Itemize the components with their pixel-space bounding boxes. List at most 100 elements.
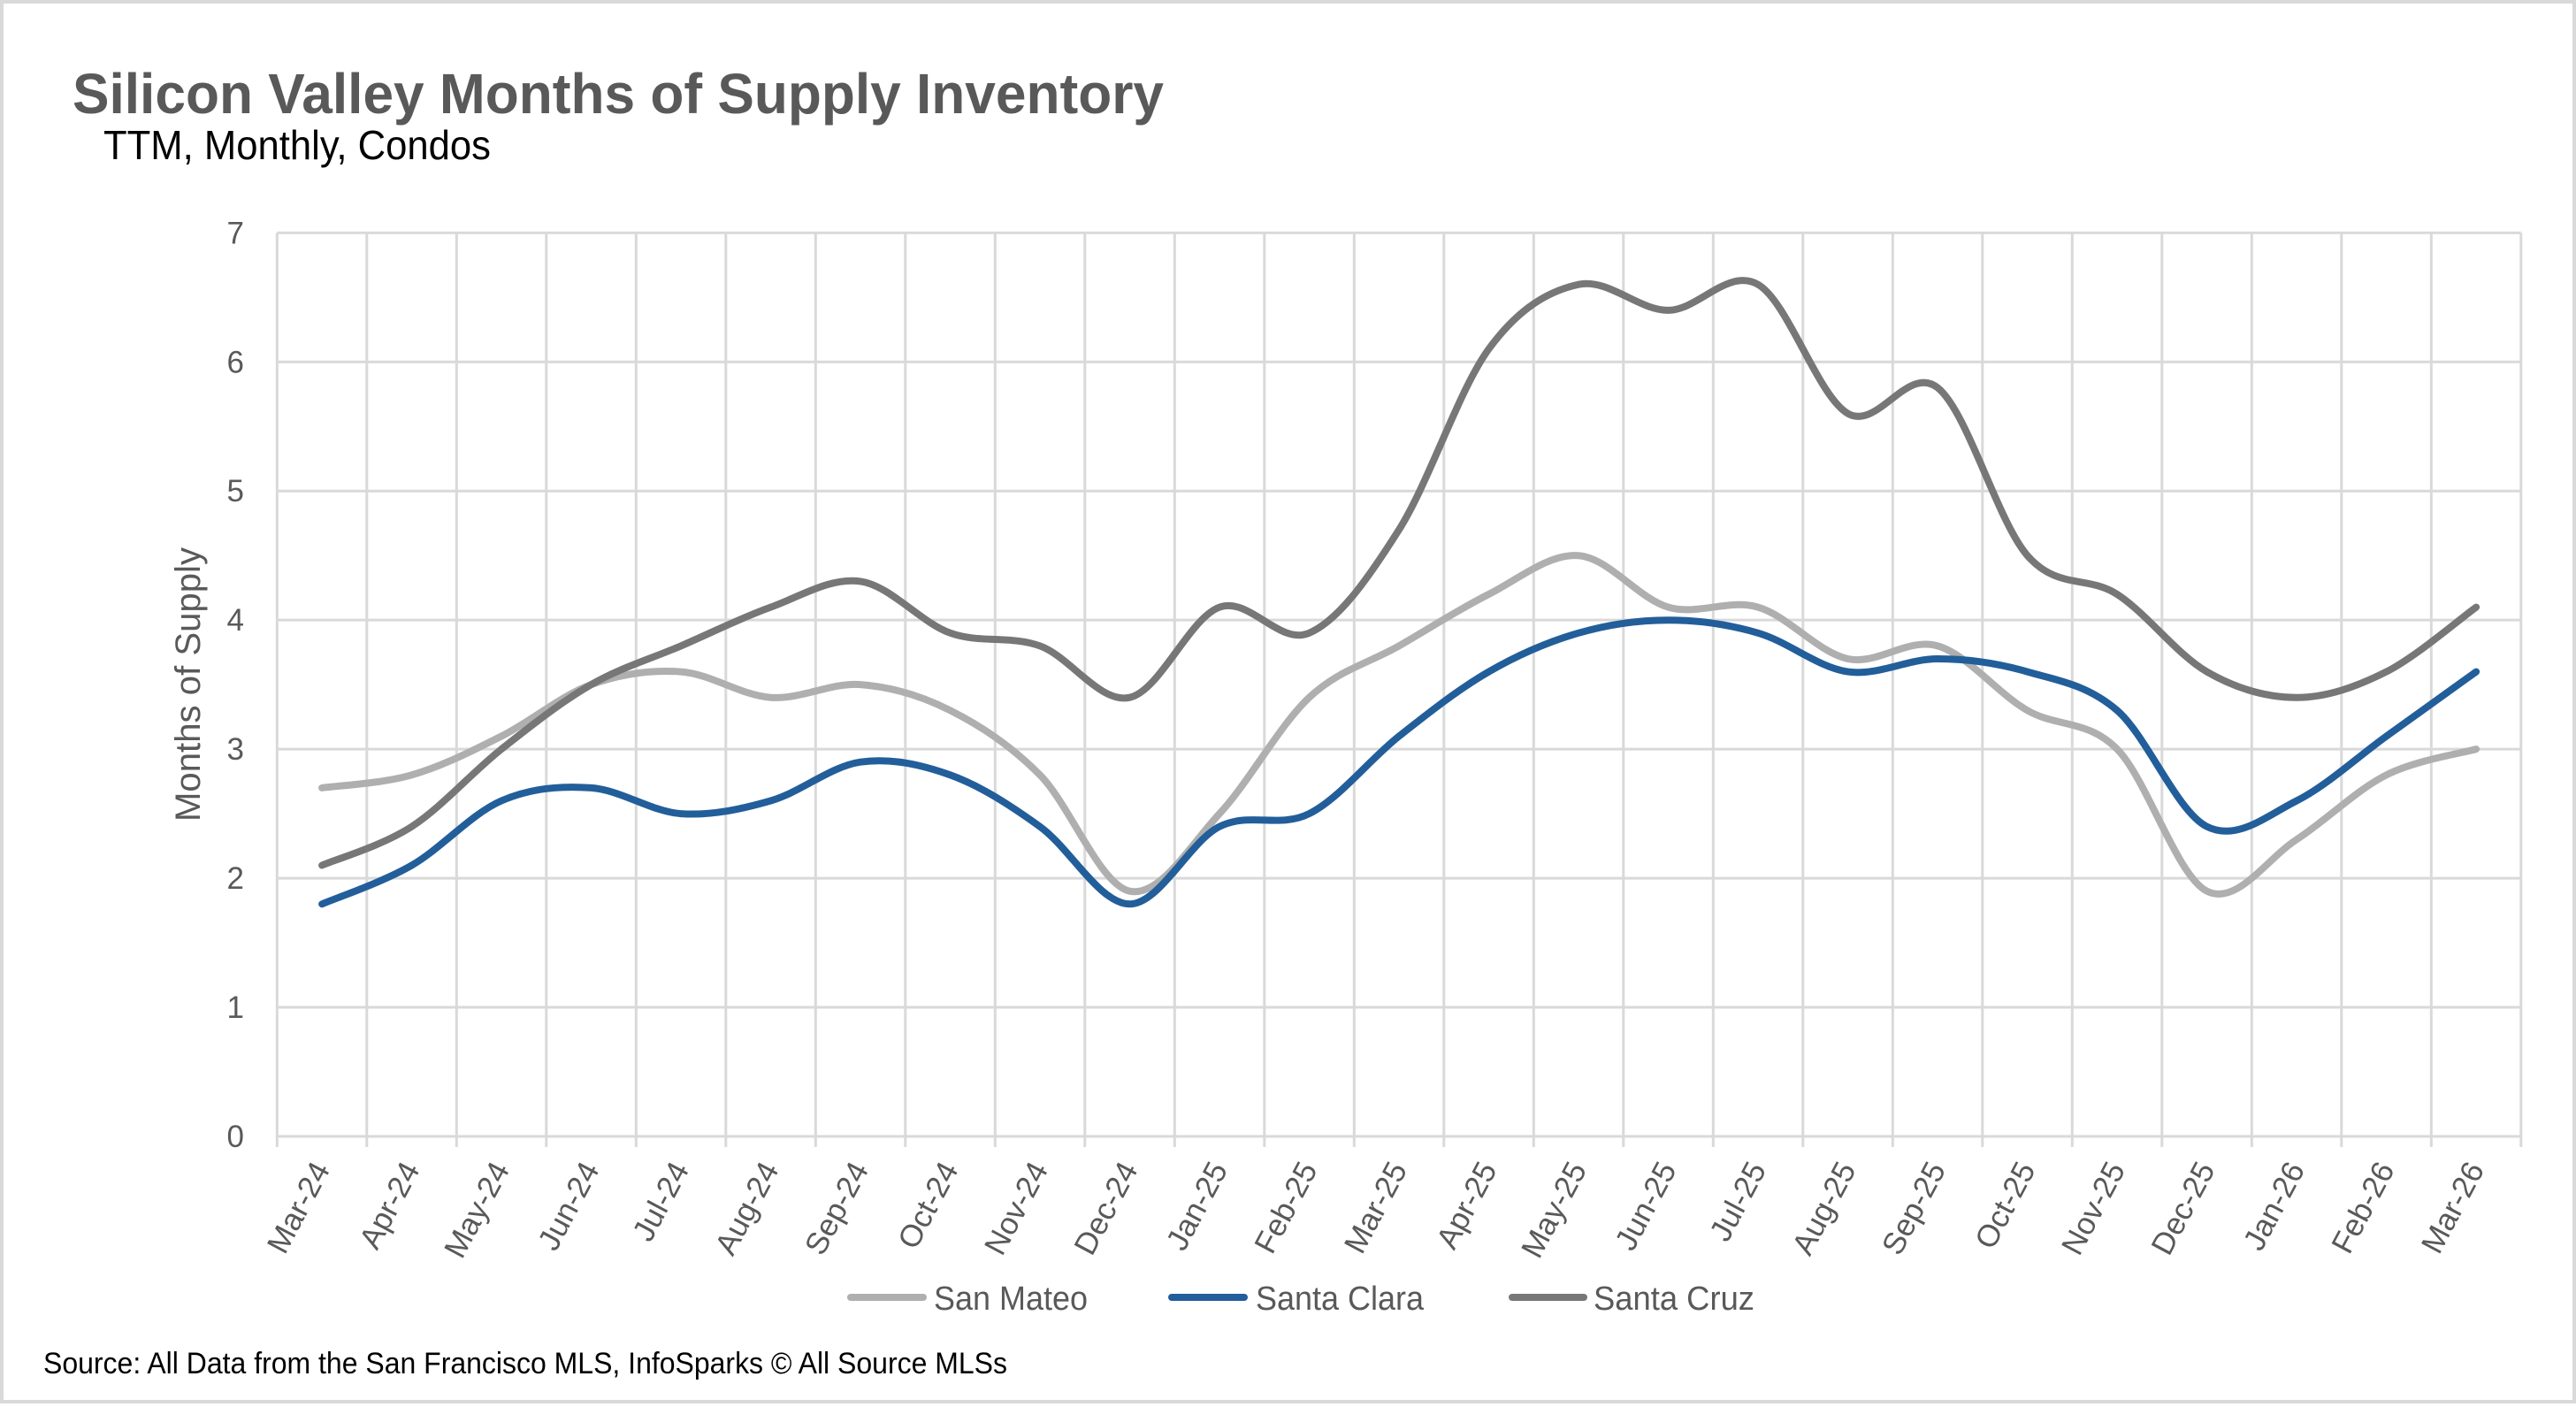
y-tick-label: 0 — [227, 1120, 244, 1154]
data-point-santa-cruz — [1575, 281, 1582, 288]
data-point-san-mateo — [1934, 642, 1941, 649]
data-point-santa-clara — [1127, 900, 1134, 907]
legend-item-santa-clara[interactable]: Santa Clara — [1168, 1281, 1425, 1318]
legend: San Mateo Santa Clara Santa Cruz — [847, 1281, 1754, 1318]
data-point-santa-clara — [498, 798, 505, 805]
data-point-santa-clara — [1845, 669, 1852, 676]
vertical-gridlines — [275, 233, 2523, 1147]
data-point-san-mateo — [947, 707, 954, 714]
data-point-santa-cruz — [1395, 526, 1403, 533]
y-tick-label: 1 — [227, 990, 244, 1025]
x-tick-label: Mar-26 — [2415, 1156, 2491, 1258]
x-tick-label: Dec-25 — [2144, 1156, 2221, 1260]
x-tick-label: Jan-26 — [2236, 1156, 2312, 1256]
data-point-santa-cruz — [947, 630, 954, 637]
data-point-santa-clara — [2114, 707, 2121, 714]
y-axis-title: Months of Supply — [169, 547, 208, 822]
data-point-santa-cruz — [2383, 669, 2390, 676]
chart-subtitle: TTM, Monthly, Condos — [103, 122, 491, 168]
data-point-santa-cruz — [1754, 281, 1762, 288]
source-note: Source: All Data from the San Francisco … — [43, 1347, 1007, 1380]
data-point-santa-clara — [2204, 823, 2211, 830]
x-tick-label: Jul-25 — [1703, 1156, 1773, 1246]
data-point-santa-clara — [2024, 669, 2031, 676]
data-point-san-mateo — [1395, 642, 1403, 649]
data-point-san-mateo — [677, 669, 684, 676]
legend-label: Santa Cruz — [1594, 1281, 1754, 1318]
series-line-san-mateo[interactable] — [318, 552, 2480, 898]
data-point-santa-clara — [318, 900, 325, 907]
x-tick-label: Jul-24 — [626, 1156, 696, 1246]
data-point-san-mateo — [2114, 746, 2121, 753]
data-point-santa-clara — [1665, 616, 1672, 623]
data-point-santa-clara — [1486, 669, 1493, 676]
data-point-san-mateo — [2204, 888, 2211, 895]
data-point-san-mateo — [498, 733, 505, 740]
data-point-santa-clara — [2473, 669, 2480, 676]
data-point-santa-cruz — [409, 823, 416, 830]
data-point-santa-cruz — [2114, 591, 2121, 598]
data-point-santa-cruz — [1306, 630, 1313, 637]
data-point-santa-cruz — [498, 746, 505, 753]
x-tick-label: Aug-24 — [708, 1156, 785, 1260]
data-point-santa-clara — [1575, 630, 1582, 637]
data-point-santa-clara — [1754, 630, 1762, 637]
series-line-santa-cruz[interactable] — [318, 277, 2480, 869]
x-tick-label: Dec-24 — [1067, 1156, 1144, 1260]
x-tick-label: Feb-25 — [1248, 1156, 1325, 1258]
data-point-san-mateo — [2473, 746, 2480, 753]
data-point-santa-clara — [1306, 810, 1313, 817]
data-point-san-mateo — [1127, 888, 1134, 895]
data-point-san-mateo — [1216, 810, 1223, 817]
data-point-san-mateo — [2383, 771, 2390, 778]
x-tick-label: Nov-24 — [978, 1156, 1055, 1260]
data-point-santa-cruz — [2473, 604, 2480, 611]
data-point-san-mateo — [2293, 836, 2300, 843]
chart-title: Silicon Valley Months of Supply Inventor… — [73, 62, 1164, 126]
x-tick-label: Apr-25 — [1430, 1156, 1504, 1254]
data-point-santa-cruz — [1036, 642, 1043, 649]
y-tick-label: 7 — [227, 216, 244, 250]
y-tick-label: 5 — [227, 474, 244, 509]
x-tick-label: Aug-25 — [1785, 1156, 1862, 1260]
x-tick-label: Oct-25 — [1968, 1156, 2043, 1254]
x-axis-tick-labels: Mar-24 Apr-24 May-24 Jun-24 Jul-24 Aug-24 Sep-… — [261, 1156, 2491, 1263]
data-point-santa-clara — [409, 861, 416, 868]
data-point-santa-cruz — [588, 681, 595, 688]
x-tick-label: Jun-24 — [531, 1156, 607, 1256]
data-point-santa-cruz — [1486, 346, 1493, 353]
x-tick-label: May-24 — [438, 1156, 516, 1263]
data-point-santa-cruz — [677, 642, 684, 649]
y-tick-label: 2 — [227, 861, 244, 896]
data-point-santa-clara — [857, 759, 864, 766]
x-tick-label: Sep-24 — [799, 1156, 875, 1260]
y-tick-label: 4 — [227, 603, 244, 638]
data-point-santa-clara — [2293, 798, 2300, 805]
data-point-santa-cruz — [1127, 694, 1134, 701]
data-point-san-mateo — [1306, 694, 1313, 701]
legend-label: San Mateo — [934, 1281, 1088, 1318]
line-chart: Silicon Valley Months of Supply Inventor… — [43, 62, 2523, 1380]
legend-item-san-mateo[interactable]: San Mateo — [847, 1281, 1088, 1318]
data-point-san-mateo — [1665, 604, 1672, 611]
x-tick-label: Sep-25 — [1876, 1156, 1953, 1260]
data-point-santa-clara — [1934, 655, 1941, 662]
legend-item-santa-cruz[interactable]: Santa Cruz — [1509, 1281, 1754, 1318]
data-point-santa-clara — [588, 784, 595, 791]
x-tick-label: Mar-25 — [1338, 1156, 1414, 1258]
x-tick-label: Nov-25 — [2055, 1156, 2132, 1260]
data-point-san-mateo — [1754, 604, 1762, 611]
y-tick-label: 6 — [227, 345, 244, 379]
data-point-santa-cruz — [1216, 604, 1223, 611]
y-tick-label: 3 — [227, 732, 244, 767]
data-point-santa-cruz — [768, 604, 775, 611]
data-point-san-mateo — [318, 784, 325, 791]
data-point-santa-clara — [1395, 733, 1403, 740]
data-point-san-mateo — [409, 771, 416, 778]
series-lines — [318, 277, 2480, 908]
x-tick-label: Apr-24 — [353, 1156, 427, 1254]
series-line-santa-clara[interactable] — [318, 616, 2480, 908]
data-point-santa-cruz — [1845, 410, 1852, 417]
x-tick-label: Jun-25 — [1609, 1156, 1684, 1256]
